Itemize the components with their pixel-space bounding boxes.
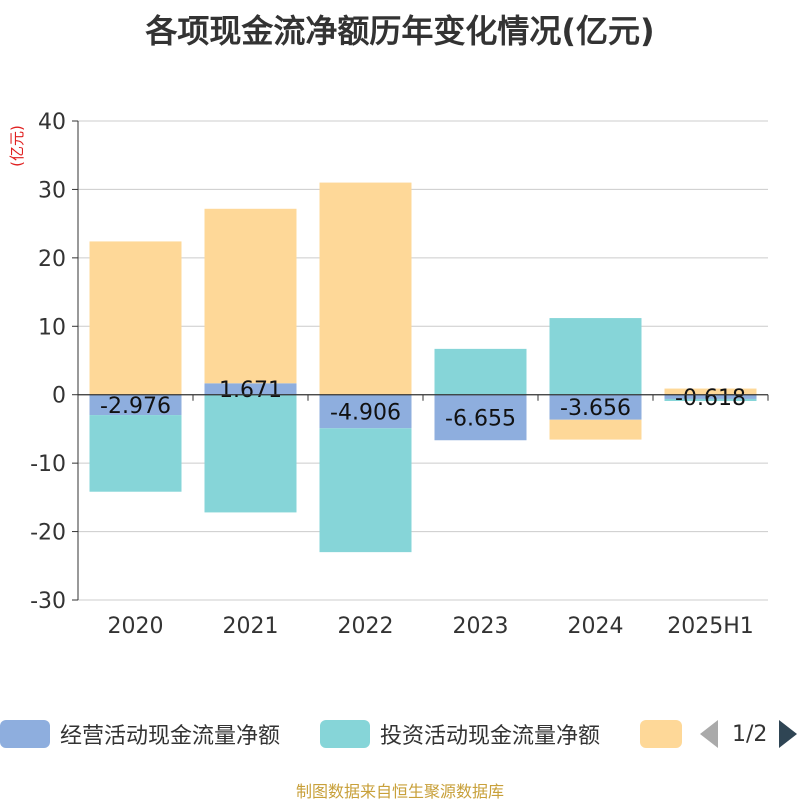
data-label: 1.671 — [219, 378, 282, 403]
bar-financing — [664, 388, 757, 395]
bar-operating — [664, 394, 757, 399]
bar-financing — [319, 182, 412, 395]
bar-investing — [319, 428, 412, 553]
legend-item-operating[interactable]: 经营活动现金流量净额 — [0, 716, 280, 752]
legend-item-investing[interactable]: 投资活动现金流量净额 — [320, 716, 600, 752]
legend-pager: 1/2 — [700, 716, 798, 752]
triangle-left-icon[interactable] — [700, 720, 718, 748]
data-labels: -2.976 1.671 -4.906 -6.655 -3.656 -0.618 — [100, 378, 746, 431]
data-label: -4.906 — [330, 400, 401, 425]
legend-item-financing[interactable] — [640, 716, 682, 752]
bars — [89, 182, 757, 553]
axes: -30 -20 -10 0 10 20 30 40 (亿元) 2020 2021 2022 2023 20… — [8, 110, 769, 639]
data-label: -6.655 — [445, 406, 516, 431]
x-tick-label: 2021 — [223, 614, 279, 639]
bar-operating — [549, 394, 642, 420]
legend-page-indicator: 1/2 — [732, 721, 768, 747]
x-tick-label: 2022 — [338, 614, 394, 639]
data-label: -0.618 — [675, 386, 746, 411]
y-tick-label: 20 — [38, 247, 66, 272]
y-tick-label: 30 — [38, 178, 66, 203]
bar-investing — [664, 398, 757, 401]
legend-swatch-operating — [0, 720, 50, 748]
bar-investing — [89, 415, 182, 492]
legend-swatch-financing — [640, 720, 682, 748]
bar-financing — [549, 419, 642, 440]
y-tick-label: 40 — [38, 110, 66, 135]
bar-investing — [434, 348, 527, 395]
y-tick-label: 10 — [38, 315, 66, 340]
data-label: -2.976 — [100, 394, 171, 419]
bar-financing — [204, 208, 297, 384]
data-source-note: 制图数据来自恒生聚源数据库 — [295, 782, 504, 801]
bar-operating — [204, 383, 297, 395]
legend-swatch-investing — [320, 720, 370, 748]
chart-title: 各项现金流净额历年变化情况(亿元) — [145, 12, 655, 50]
legend: 经营活动现金流量净额 投资活动现金流量净额 1/2 — [0, 716, 800, 756]
y-tick-label: 0 — [52, 384, 66, 409]
y-axis-unit: (亿元) — [8, 125, 26, 167]
grid-lines — [78, 120, 768, 601]
x-tick-label: 2024 — [568, 614, 624, 639]
legend-label-operating: 经营活动现金流量净额 — [60, 724, 281, 749]
x-tick-label: 2023 — [453, 614, 509, 639]
y-tick-label: -20 — [30, 521, 66, 546]
x-tick-label: 2025H1 — [667, 614, 754, 639]
bar-investing — [204, 394, 297, 513]
legend-label-investing: 投资活动现金流量净额 — [380, 724, 601, 749]
bar-operating — [434, 394, 527, 441]
data-label: -3.656 — [560, 396, 631, 421]
bar-financing — [89, 241, 182, 395]
x-tick-label: 2020 — [108, 614, 164, 639]
y-tick-label: -30 — [30, 589, 66, 614]
bar-investing — [549, 318, 642, 395]
triangle-right-icon[interactable] — [779, 720, 798, 748]
bar-operating — [89, 394, 182, 416]
bar-operating — [319, 394, 412, 429]
y-tick-label: -10 — [30, 452, 66, 477]
